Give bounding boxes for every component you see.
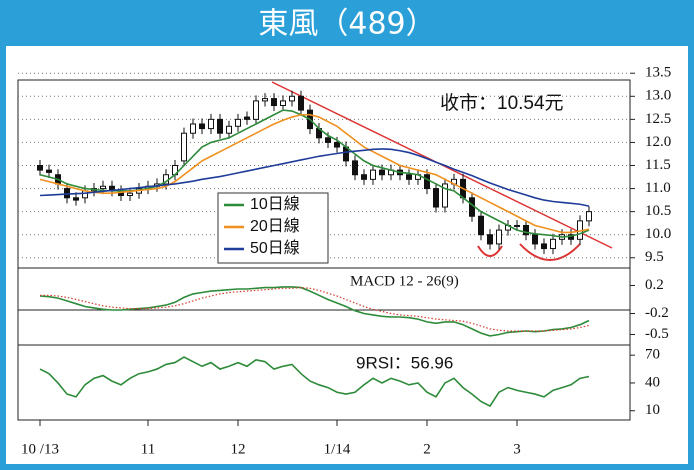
candle-body [199,123,205,130]
close-annotation: 收市：10.54元 [440,92,564,114]
rsi-title: 9RSI：56.96 [356,353,453,372]
candle-body [370,169,376,180]
candle-body [190,123,196,134]
y-tick-label: 9.5 [645,249,664,265]
candle-body [271,98,277,107]
candle-body [127,192,133,196]
candle-body [298,95,304,111]
frame [17,79,631,421]
candle-body [37,165,43,171]
candle-body [289,95,295,102]
candle-body [586,211,592,222]
legend-label: 10日線 [250,195,300,213]
y-tick-label: 12.0 [645,134,671,150]
legend-label: 20日線 [250,217,300,235]
candle-body [217,118,223,134]
candle-body [424,174,430,190]
candle-body [226,125,232,134]
candle-body [406,174,412,180]
candle-body [379,169,385,176]
chart-title: 東風（489） [258,7,435,42]
candle-body [496,229,502,245]
candle-body [487,234,493,245]
candle-body [523,224,529,236]
x-tick-label: 12 [231,441,246,457]
y-tick-label: 11.5 [645,157,671,173]
candle-body [208,118,214,130]
candle-body [280,100,286,107]
candle-body [73,197,79,201]
bottom-arc [477,245,503,257]
candle-body [334,141,340,148]
candle-body [514,224,520,227]
y-tick-label: 13.0 [645,88,671,104]
candle-body [244,116,250,120]
y-tick-label: 13.5 [645,65,671,81]
y-tick-label: 40 [645,374,660,390]
y-tick-label: 10.5 [645,203,671,219]
candle-body [478,215,484,236]
y-tick-label: 11.0 [645,180,671,196]
candle-body [100,185,106,190]
candle-body [46,169,52,173]
series-line [39,148,590,207]
x-tick-label: 3 [513,441,521,457]
y-tick-label: 10.0 [645,226,671,242]
y-tick-label: 12.5 [645,111,671,127]
bottom-arc [519,243,581,261]
macd-title: MACD 12 - 26(9) [350,273,459,289]
candle-body [361,174,367,180]
y-tick-label: 0.2 [645,277,664,293]
x-tick-label: 1/14 [324,441,351,457]
x-tick-label: 2 [423,441,431,457]
candle-body [235,118,241,127]
y-tick-label: -0.5 [645,326,669,342]
y-tick-label: 70 [645,347,660,363]
candle-body [352,160,358,176]
candle-body [541,243,547,250]
series-line [39,113,590,234]
candle-body [325,137,331,143]
header-bar [0,0,694,46]
series-line [40,286,590,332]
candle-body [550,238,556,250]
y-tick-label: 10 [645,402,660,418]
candle-body [262,98,268,102]
y-tick-label: -0.2 [645,305,669,321]
candle-body [433,188,439,208]
candle-body [532,234,538,245]
candle-body [181,132,187,162]
candle-body [253,100,259,120]
legend-label: 50日線 [250,239,300,257]
candle-body [442,183,448,208]
x-tick-label: 11 [141,441,155,457]
x-tick-label: 10 /13 [21,441,59,457]
candle-body [64,188,70,199]
series-line [39,356,590,408]
series-line [39,286,590,337]
